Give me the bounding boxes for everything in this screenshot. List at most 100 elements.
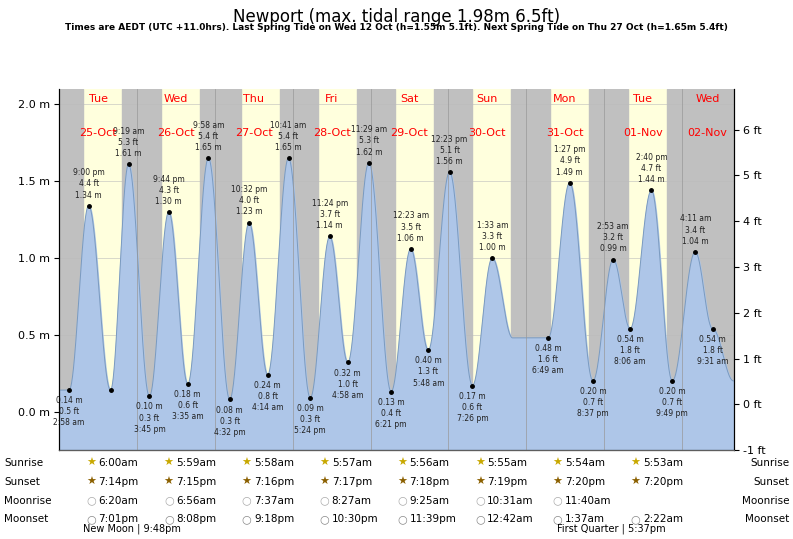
Text: 8:08pm: 8:08pm <box>176 514 216 524</box>
Text: 01-Nov: 01-Nov <box>623 128 663 137</box>
Text: 1:33 am
3.3 ft
1.00 m: 1:33 am 3.3 ft 1.00 m <box>477 220 508 252</box>
Text: 5:54am: 5:54am <box>565 458 605 468</box>
Text: ○: ○ <box>553 496 563 506</box>
Text: Tue: Tue <box>634 94 653 104</box>
Text: First Quarter | 5:37pm: First Quarter | 5:37pm <box>557 523 665 534</box>
Text: 7:18pm: 7:18pm <box>409 477 450 487</box>
Text: ★: ★ <box>164 477 174 487</box>
Text: 10:31am: 10:31am <box>487 496 534 506</box>
Text: ★: ★ <box>242 477 251 487</box>
Text: Mon: Mon <box>554 94 577 104</box>
Text: ○: ○ <box>475 496 485 506</box>
Text: Wed: Wed <box>695 94 720 104</box>
Text: ★: ★ <box>320 458 329 468</box>
Text: 7:37am: 7:37am <box>254 496 294 506</box>
Text: 12:23 pm
5.1 ft
1.56 m: 12:23 pm 5.1 ft 1.56 m <box>431 135 468 166</box>
Text: 9:18pm: 9:18pm <box>254 514 294 524</box>
Text: 1:27 pm
4.9 ft
1.49 m: 1:27 pm 4.9 ft 1.49 m <box>554 146 585 177</box>
Text: ○: ○ <box>475 514 485 524</box>
Bar <box>59 89 83 450</box>
Text: ★: ★ <box>242 458 251 468</box>
Text: 7:17pm: 7:17pm <box>331 477 372 487</box>
Text: 0.08 m
0.3 ft
4:32 pm: 0.08 m 0.3 ft 4:32 pm <box>214 405 246 437</box>
Text: Times are AEDT (UTC +11.0hrs). Last Spring Tide on Wed 12 Oct (h=1.55m 5.1ft). N: Times are AEDT (UTC +11.0hrs). Last Spri… <box>65 23 728 32</box>
Text: 12:42am: 12:42am <box>487 514 534 524</box>
Text: 9:44 pm
4.3 ft
1.30 m: 9:44 pm 4.3 ft 1.30 m <box>153 175 185 206</box>
Bar <box>434 89 472 450</box>
Text: ★: ★ <box>86 477 96 487</box>
Text: ★: ★ <box>630 458 641 468</box>
Text: 26-Oct: 26-Oct <box>157 128 195 137</box>
Text: 4:11 am
3.4 ft
1.04 m: 4:11 am 3.4 ft 1.04 m <box>680 215 711 246</box>
Bar <box>667 89 734 450</box>
Text: 0.24 m
0.8 ft
4:14 am: 0.24 m 0.8 ft 4:14 am <box>252 381 283 412</box>
Text: 9:00 pm
4.4 ft
1.34 m: 9:00 pm 4.4 ft 1.34 m <box>73 168 105 199</box>
Text: 27-Oct: 27-Oct <box>235 128 273 137</box>
Text: 0.54 m
1.8 ft
9:31 am: 0.54 m 1.8 ft 9:31 am <box>697 335 728 366</box>
Text: Sunrise: Sunrise <box>750 458 789 468</box>
Text: 7:20pm: 7:20pm <box>643 477 683 487</box>
Text: ★: ★ <box>553 458 563 468</box>
Text: 5:58am: 5:58am <box>254 458 294 468</box>
Text: ○: ○ <box>320 514 329 524</box>
Text: 7:20pm: 7:20pm <box>565 477 605 487</box>
Text: Sun: Sun <box>477 94 498 104</box>
Text: Wed: Wed <box>164 94 188 104</box>
Text: Newport (max. tidal range 1.98m 6.5ft): Newport (max. tidal range 1.98m 6.5ft) <box>233 8 560 26</box>
Text: 7:16pm: 7:16pm <box>254 477 294 487</box>
Text: 0.40 m
1.3 ft
5:48 am: 0.40 m 1.3 ft 5:48 am <box>412 356 444 388</box>
Text: 5:59am: 5:59am <box>176 458 216 468</box>
Text: 28-Oct: 28-Oct <box>312 128 351 137</box>
Text: 0.14 m
0.5 ft
2:58 am: 0.14 m 0.5 ft 2:58 am <box>53 396 85 427</box>
Bar <box>588 89 628 450</box>
Text: 7:19pm: 7:19pm <box>487 477 527 487</box>
Text: Moonset: Moonset <box>745 514 789 524</box>
Text: ○: ○ <box>397 496 407 506</box>
Text: ★: ★ <box>553 477 563 487</box>
Text: 11:29 am
5.3 ft
1.62 m: 11:29 am 5.3 ft 1.62 m <box>351 126 387 156</box>
Text: ○: ○ <box>320 496 329 506</box>
Text: 5:53am: 5:53am <box>643 458 683 468</box>
Bar <box>280 89 318 450</box>
Text: ★: ★ <box>397 458 407 468</box>
Text: ★: ★ <box>475 458 485 468</box>
Text: 10:30pm: 10:30pm <box>331 514 378 524</box>
Text: ○: ○ <box>242 514 251 524</box>
Text: 9:25am: 9:25am <box>409 496 450 506</box>
Text: 11:39pm: 11:39pm <box>409 514 456 524</box>
Text: ★: ★ <box>164 458 174 468</box>
Text: ★: ★ <box>86 458 96 468</box>
Bar <box>357 89 395 450</box>
Text: ○: ○ <box>553 514 563 524</box>
Text: Moonset: Moonset <box>4 514 48 524</box>
Text: ○: ○ <box>86 496 96 506</box>
Text: 2:22am: 2:22am <box>643 514 683 524</box>
Text: 5:55am: 5:55am <box>487 458 527 468</box>
Text: 0.09 m
0.3 ft
5:24 pm: 0.09 m 0.3 ft 5:24 pm <box>294 404 326 435</box>
Text: 1:37am: 1:37am <box>565 514 605 524</box>
Text: 0.17 m
0.6 ft
7:26 pm: 0.17 m 0.6 ft 7:26 pm <box>457 392 488 423</box>
Text: 6:56am: 6:56am <box>176 496 216 506</box>
Text: 6:20am: 6:20am <box>98 496 138 506</box>
Text: 0.20 m
0.7 ft
8:37 pm: 0.20 m 0.7 ft 8:37 pm <box>577 387 609 418</box>
Text: 0.48 m
1.6 ft
6:49 am: 0.48 m 1.6 ft 6:49 am <box>532 344 564 375</box>
Text: 10:41 am
5.4 ft
1.65 m: 10:41 am 5.4 ft 1.65 m <box>270 121 307 152</box>
Text: ○: ○ <box>86 514 96 524</box>
Text: 5:57am: 5:57am <box>331 458 372 468</box>
Text: 29-Oct: 29-Oct <box>391 128 428 137</box>
Text: ★: ★ <box>320 477 329 487</box>
Text: ○: ○ <box>164 496 174 506</box>
Text: 9:19 am
5.3 ft
1.61 m: 9:19 am 5.3 ft 1.61 m <box>113 127 144 158</box>
Text: Sunset: Sunset <box>4 477 40 487</box>
Text: Sunrise: Sunrise <box>4 458 43 468</box>
Text: 2:53 am
3.2 ft
0.99 m: 2:53 am 3.2 ft 0.99 m <box>597 222 629 253</box>
Bar <box>511 89 550 450</box>
Text: ★: ★ <box>475 477 485 487</box>
Text: 5:56am: 5:56am <box>409 458 450 468</box>
Text: 7:14pm: 7:14pm <box>98 477 139 487</box>
Text: 11:40am: 11:40am <box>565 496 611 506</box>
Text: 0.13 m
0.4 ft
6:21 pm: 0.13 m 0.4 ft 6:21 pm <box>375 398 407 429</box>
Text: 7:15pm: 7:15pm <box>176 477 216 487</box>
Text: 02-Nov: 02-Nov <box>688 128 727 137</box>
Text: 6:00am: 6:00am <box>98 458 138 468</box>
